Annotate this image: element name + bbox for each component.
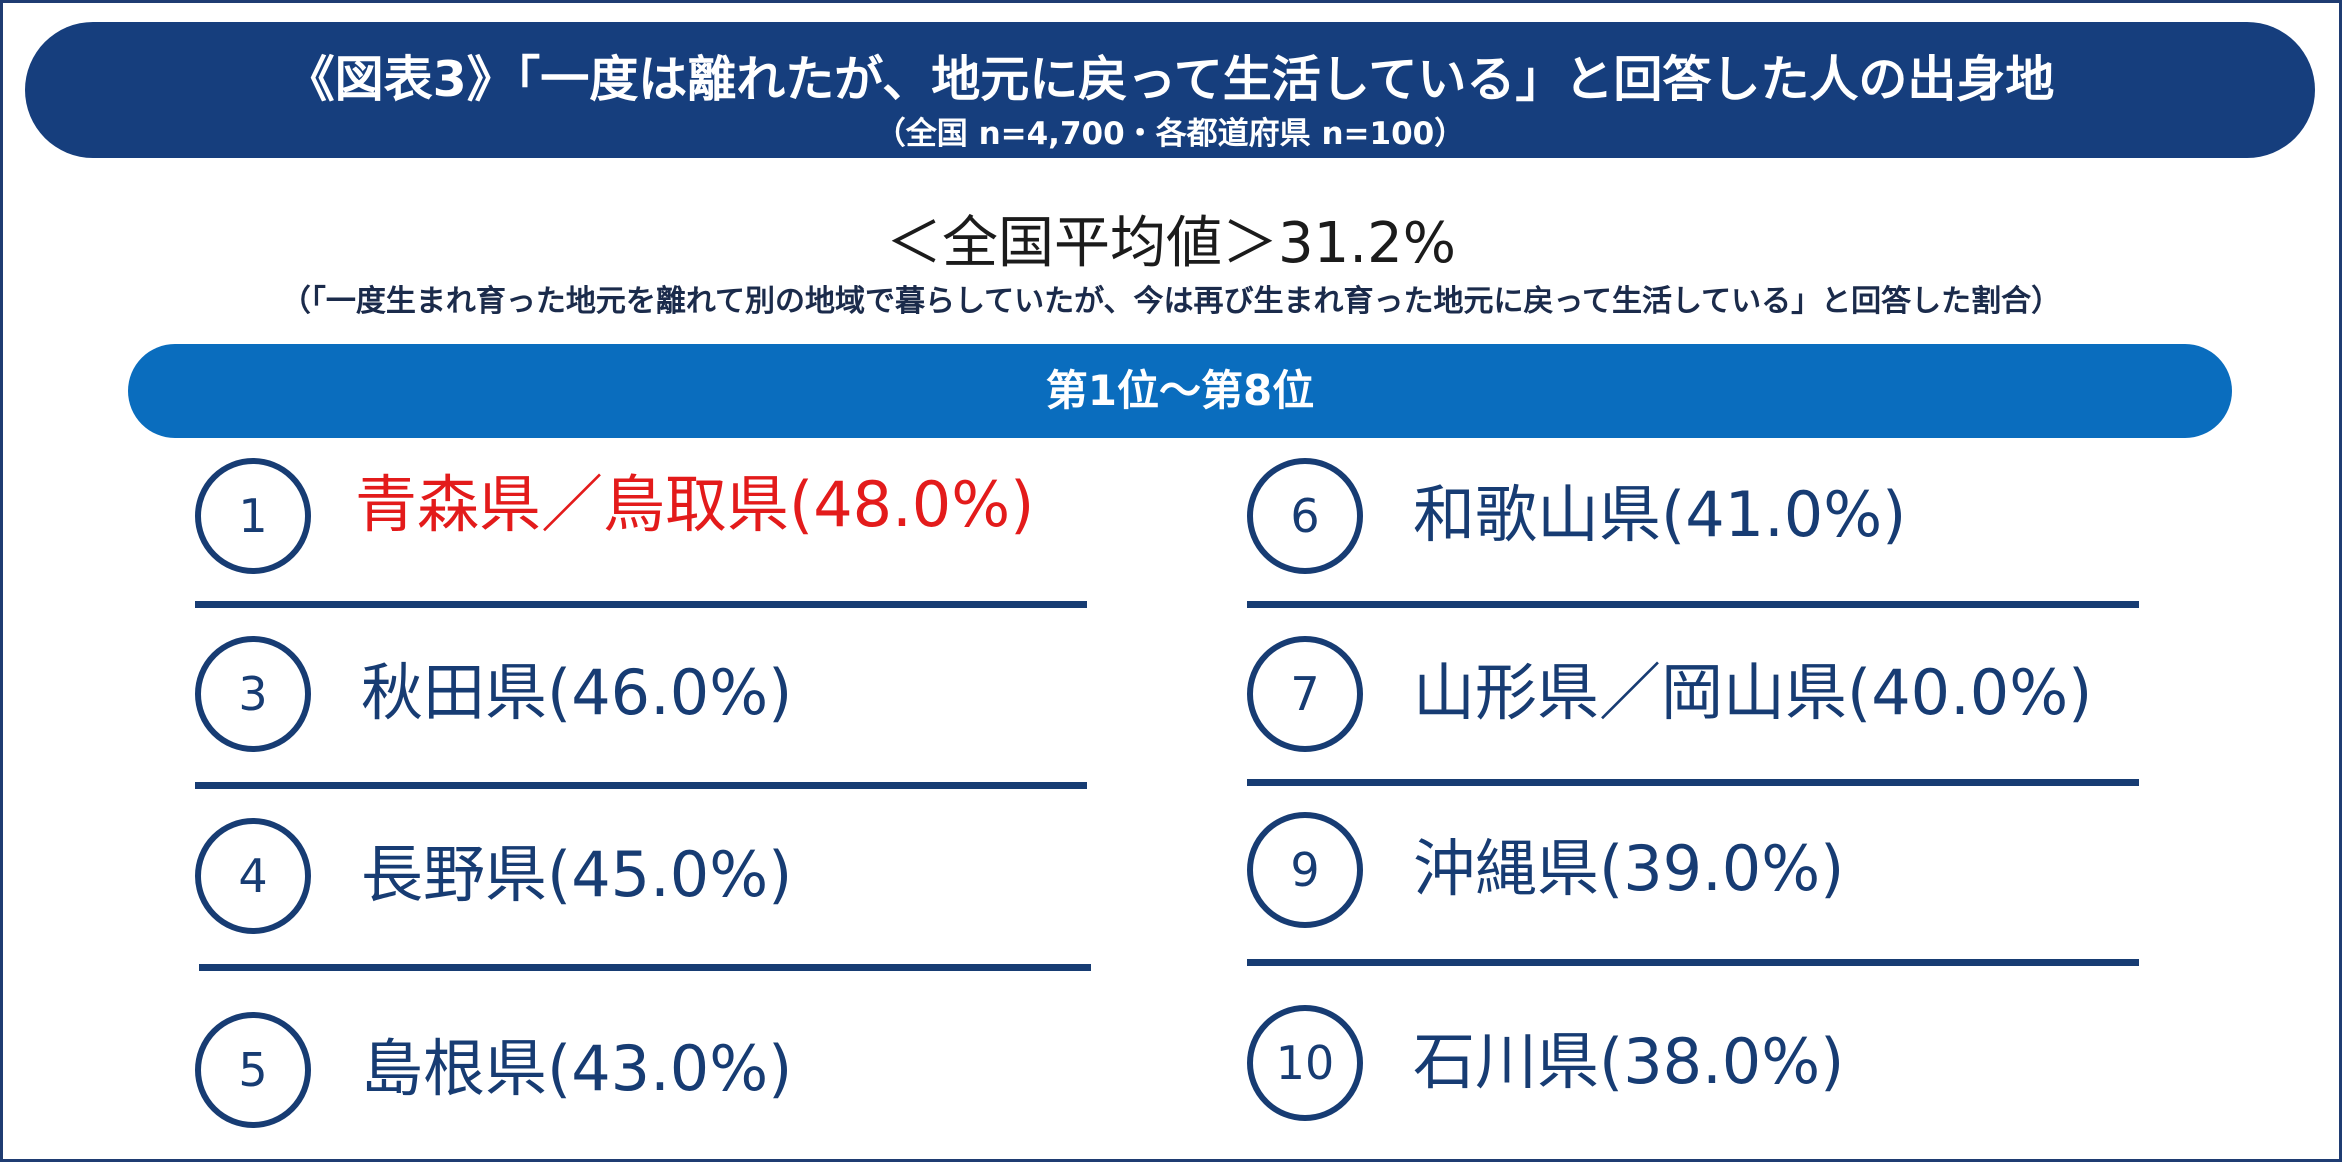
page-subtitle: （全国 n=4,700・各都道府県 n=100） bbox=[874, 116, 1466, 152]
rank-number-badge: 10 bbox=[1247, 1005, 1363, 1121]
prefecture-label: 長野県(45.0%) bbox=[361, 838, 793, 911]
ranking-item: 1 青森県／鳥取県(48.0%) bbox=[195, 458, 1087, 608]
divider-line bbox=[1247, 959, 2139, 966]
divider-line bbox=[195, 782, 1087, 789]
prefecture-label: 和歌山県(41.0%) bbox=[1413, 478, 1907, 551]
ranking-item: 3 秋田県(46.0%) bbox=[195, 636, 1087, 789]
rank-number-badge: 4 bbox=[195, 818, 311, 934]
divider-line bbox=[1247, 779, 2139, 786]
rank-number-badge: 5 bbox=[195, 1012, 311, 1128]
ranking-item: 9 沖縄県(39.0%) bbox=[1247, 812, 2139, 966]
rank-number-badge: 9 bbox=[1247, 812, 1363, 928]
ranking-item: 4 長野県(45.0%) bbox=[195, 818, 1091, 971]
ranking-item: 10 石川県(38.0%) bbox=[1247, 1005, 2139, 1155]
range-banner: 第1位～第8位 bbox=[128, 344, 2232, 438]
definition-note: （「一度生まれ育った地元を離れて別の地域で暮らしていたが、今は再び生まれ育った地… bbox=[280, 284, 2062, 319]
rank-number-badge: 3 bbox=[195, 636, 311, 752]
prefecture-label: 秋田県(46.0%) bbox=[361, 656, 793, 729]
page-title: 《図表3》「一度は離れたが、地元に戻って生活している」と回答した人の出身地 bbox=[285, 51, 2055, 108]
title-banner: 《図表3》「一度は離れたが、地元に戻って生活している」と回答した人の出身地 （全… bbox=[25, 22, 2315, 158]
prefecture-label: 山形県／岡山県(40.0%) bbox=[1413, 656, 2093, 729]
rank-number-badge: 6 bbox=[1247, 458, 1363, 574]
prefecture-label: 石川県(38.0%) bbox=[1413, 1025, 1845, 1098]
rank-number-badge: 7 bbox=[1247, 636, 1363, 752]
national-average: ＜全国平均値＞31.2% bbox=[886, 211, 1456, 276]
divider-line bbox=[195, 601, 1087, 608]
prefecture-label: 島根県(43.0%) bbox=[361, 1032, 793, 1105]
ranking-item: 5 島根県(43.0%) bbox=[195, 1012, 1087, 1162]
ranking-item: 7 山形県／岡山県(40.0%) bbox=[1247, 636, 2139, 786]
divider-line bbox=[1247, 601, 2139, 608]
divider-line bbox=[199, 964, 1091, 971]
prefecture-label: 沖縄県(39.0%) bbox=[1413, 832, 1845, 905]
ranking-item: 6 和歌山県(41.0%) bbox=[1247, 458, 2139, 608]
rank-number-badge: 1 bbox=[195, 458, 311, 574]
prefecture-label: 青森県／鳥取県(48.0%) bbox=[355, 468, 1035, 541]
